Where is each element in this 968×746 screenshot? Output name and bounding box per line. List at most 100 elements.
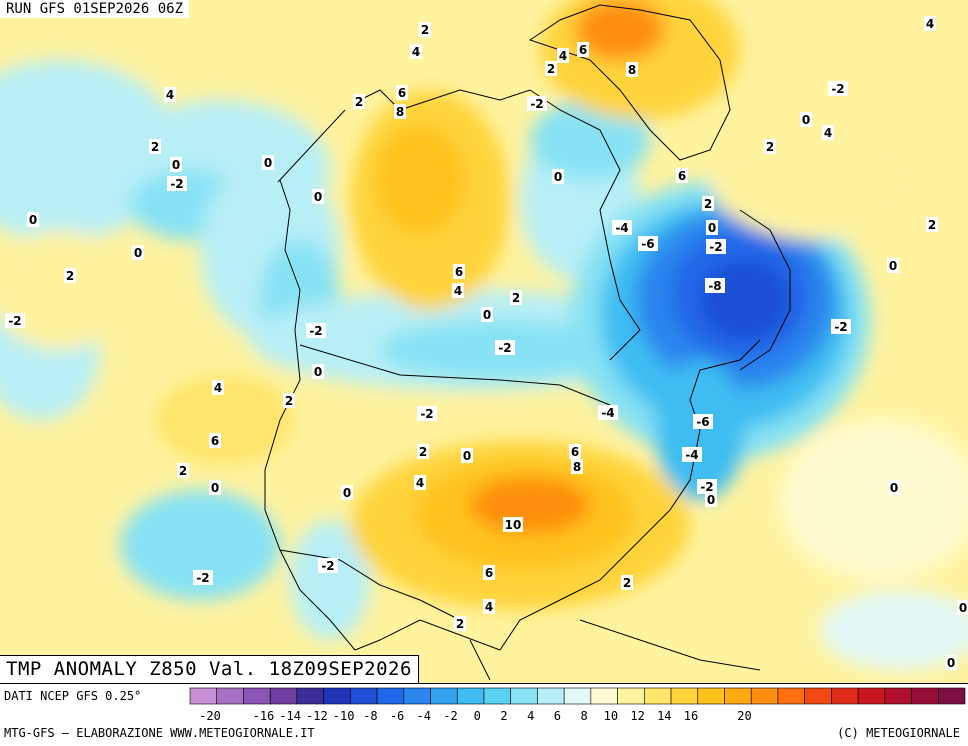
contour-label: -2 (309, 324, 322, 338)
contour-label-bg (800, 112, 812, 127)
contour-label-bg (552, 169, 564, 184)
contour-label-bg (831, 319, 851, 334)
contour-label: 0 (343, 486, 351, 500)
contour-label-bg (693, 414, 713, 429)
contour-label-bg (527, 96, 547, 111)
contour-label: 2 (456, 617, 464, 631)
contour-label-bg (193, 570, 213, 585)
contour-label-bg (510, 290, 522, 305)
contour-label-bg (164, 87, 176, 102)
contour-label-bg (887, 258, 899, 273)
contour-label-bg (167, 176, 187, 191)
contour-label: -2 (196, 571, 209, 585)
contour-label: -2 (420, 407, 433, 421)
contour-label-bg (149, 139, 161, 154)
contour-label: 2 (419, 445, 427, 459)
contour-label-bg (705, 492, 717, 507)
contour-label-bg (822, 125, 834, 140)
legend-tick-label: 10 (604, 709, 618, 723)
contour-label-bg (706, 239, 726, 254)
contour-label: 0 (707, 493, 715, 507)
contour-label: 0 (314, 190, 322, 204)
contour-label: 4 (824, 126, 832, 140)
contour-label: 2 (704, 197, 712, 211)
legend-swatch (216, 687, 244, 705)
contour-label-bg (676, 168, 688, 183)
data-source: DATI NCEP GFS 0.25° (4, 689, 142, 703)
contour-label: -2 (8, 314, 21, 328)
contour-label-bg (417, 406, 437, 421)
legend-swatch (296, 687, 324, 705)
contour-label-bg (5, 313, 25, 328)
contour-label: -2 (700, 480, 713, 494)
contour-label: 0 (708, 221, 716, 235)
legend-swatch (750, 687, 779, 705)
contour-label-bg (926, 217, 938, 232)
contour-label: 4 (166, 88, 174, 102)
contour-label-bg (483, 565, 495, 580)
temperature-anomaly-map: 2 4 6 4 2 8 4 4 6 8 2 -2 -2 0 4 2 0 0 -2 0 6 2 0 0 2 -4 0 2 -6 -2 0 0 2 6… (0, 0, 968, 683)
contour-label: 2 (512, 291, 520, 305)
contour-label: 0 (314, 365, 322, 379)
contour-label-bg (828, 81, 848, 96)
contour-label: 6 (398, 86, 406, 100)
contour-label: 6 (571, 445, 579, 459)
contour-label-bg (705, 278, 725, 293)
contour-label-bg (461, 448, 473, 463)
contour-label-bg (132, 245, 144, 260)
legend-swatch (911, 687, 939, 705)
legend-tick-label: -16 (253, 709, 275, 723)
legend-swatch (430, 687, 458, 705)
contour-label: 0 (947, 656, 955, 670)
contour-label-bg (283, 393, 295, 408)
legend-swatch (697, 687, 725, 705)
contour-label: 6 (455, 265, 463, 279)
contour-label: 8 (396, 105, 404, 119)
contour-label: 4 (485, 600, 493, 614)
legend-tick-label: 6 (554, 709, 561, 723)
contour-label: -8 (708, 279, 721, 293)
contour-label: -2 (831, 82, 844, 96)
contour-label: 6 (579, 43, 587, 57)
legend-swatch (884, 687, 912, 705)
contour-label: 8 (573, 460, 581, 474)
legend-swatch (456, 687, 485, 705)
legend-swatch (269, 687, 298, 705)
contour-label-bg (312, 189, 324, 204)
contour-label: 2 (66, 269, 74, 283)
contour-label-bg (638, 236, 658, 251)
contour-label: 2 (766, 140, 774, 154)
contour-label: 6 (485, 566, 493, 580)
contour-label: 0 (29, 213, 37, 227)
contour-label-bg (621, 575, 633, 590)
contour-label: -2 (709, 240, 722, 254)
legend-tick-label: 20 (737, 709, 751, 723)
legend-tick-label: 4 (527, 709, 534, 723)
contour-label-bg (697, 479, 717, 494)
contour-label-bg (483, 599, 495, 614)
legend-swatch (857, 687, 886, 705)
contour-label-bg (612, 220, 632, 235)
contour-label-bg (706, 220, 718, 235)
contour-label-bg (577, 42, 589, 57)
contour-label: 6 (678, 169, 686, 183)
contour-label: -6 (696, 415, 709, 429)
contour-label: -6 (641, 237, 654, 251)
legend-tick-label: -2 (443, 709, 457, 723)
legend-swatch (350, 687, 378, 705)
contour-label-bg (626, 62, 638, 77)
contour-label-bg (764, 139, 776, 154)
contour-label: 2 (623, 576, 631, 590)
contour-label: 4 (559, 49, 567, 63)
legend-swatch (804, 687, 832, 705)
contour-label-bg (262, 155, 274, 170)
contour-label: -2 (530, 97, 543, 111)
contour-label-bg (306, 323, 326, 338)
contour-label-bg (598, 405, 618, 420)
legend-swatch (644, 687, 672, 705)
contour-label: 0 (802, 113, 810, 127)
legend-swatch (670, 687, 699, 705)
contour-label-bg (414, 475, 426, 490)
contour-label-bg (571, 459, 583, 474)
